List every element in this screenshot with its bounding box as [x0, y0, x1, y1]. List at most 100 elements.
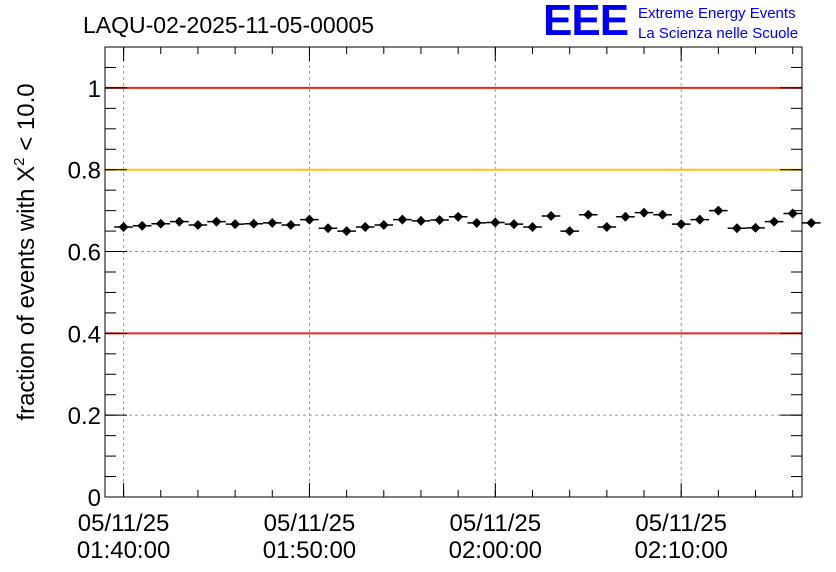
point-marker [453, 211, 464, 222]
chart-title: LAQU-02-2025-11-05-00005 [83, 12, 374, 38]
reference-lines [105, 86, 802, 335]
data-point [244, 218, 263, 229]
point-marker [211, 216, 222, 227]
data-point [653, 209, 672, 220]
point-marker [434, 215, 445, 225]
data-point [393, 214, 412, 225]
point-marker [806, 217, 817, 228]
point-marker [304, 214, 315, 225]
logo-line-1: Extreme Energy Events [638, 5, 796, 22]
data-point [114, 222, 133, 232]
eee-logo: EEE Extreme Energy Events La Scienza nel… [543, 0, 833, 46]
data-points [114, 205, 821, 237]
x-tick-date-label: 05/11/25 [78, 510, 170, 537]
y-tick-label: 0.8 [68, 158, 101, 185]
logo-line-2: La Scienza nelle Scuole [638, 25, 799, 42]
point-marker [508, 219, 519, 230]
data-point [671, 219, 691, 230]
point-marker [137, 220, 148, 231]
data-point [597, 222, 617, 232]
data-point [281, 220, 301, 230]
point-marker [527, 222, 538, 232]
point-marker [397, 214, 408, 225]
point-marker [416, 215, 426, 226]
data-point [504, 219, 524, 230]
point-marker [639, 207, 649, 218]
eee-logo-mark: EEE [543, 0, 629, 45]
point-marker [341, 226, 352, 237]
data-point [318, 223, 338, 234]
point-marker [787, 208, 798, 219]
point-marker [583, 209, 594, 220]
y-tick-label: 0.2 [68, 403, 101, 430]
tick-labels: 00.20.40.60.8105/11/2501:40:0005/11/2501… [68, 76, 728, 564]
y-tick-label: 0.6 [68, 240, 101, 267]
point-marker [378, 220, 389, 230]
x-tick-date-label: 05/11/25 [449, 510, 541, 537]
point-marker [601, 222, 612, 232]
data-point [802, 217, 821, 228]
point-marker [174, 216, 185, 227]
data-point [783, 208, 802, 219]
point-marker [267, 217, 278, 228]
point-marker [155, 218, 166, 229]
point-marker [285, 220, 296, 230]
data-point [337, 226, 356, 237]
data-point [374, 220, 394, 230]
axis-ticks [105, 46, 802, 498]
y-axis-label-superscript: 2 [11, 157, 28, 165]
y-axis-label-suffix: < 10.0 [13, 83, 40, 157]
point-marker [471, 217, 482, 228]
point-marker [248, 218, 259, 229]
y-tick-label: 0.4 [68, 321, 101, 348]
data-point [746, 222, 765, 233]
data-point [616, 211, 635, 222]
data-point [207, 216, 226, 227]
point-marker [620, 211, 631, 222]
point-marker [657, 209, 668, 220]
x-tick-date-label: 05/11/25 [264, 510, 356, 537]
x-tick-time-label: 01:50:00 [263, 537, 356, 564]
point-marker [546, 211, 557, 221]
y-axis-label-symbol: X [13, 166, 40, 182]
data-point [727, 223, 747, 234]
data-point [690, 214, 710, 225]
data-point [764, 216, 784, 227]
data-point [151, 218, 171, 229]
grid [105, 47, 802, 497]
data-point [709, 205, 728, 216]
point-marker [564, 226, 575, 237]
data-point [448, 211, 468, 222]
x-tick-date-label: 05/11/25 [635, 510, 727, 537]
point-marker [323, 223, 333, 234]
point-marker [360, 222, 371, 232]
x-tick-time-label: 01:40:00 [77, 537, 170, 564]
point-marker [192, 220, 203, 230]
point-marker [713, 205, 724, 216]
y-axis-label-prefix: fraction of events with [13, 182, 40, 421]
point-marker [750, 222, 761, 233]
data-point [300, 214, 319, 225]
data-point [541, 211, 561, 221]
data-point [170, 216, 189, 227]
data-point [486, 217, 505, 228]
data-point [225, 219, 245, 230]
data-point [132, 220, 152, 231]
data-point [355, 222, 375, 232]
point-marker [731, 223, 742, 234]
point-marker [118, 222, 129, 232]
data-point [411, 215, 431, 226]
data-point [467, 217, 487, 228]
x-tick-time-label: 02:10:00 [634, 537, 727, 564]
data-point [262, 217, 282, 228]
x-tick-time-label: 02:00:00 [449, 537, 542, 564]
data-point [430, 215, 449, 225]
y-axis-label: fraction of events with X2 < 10.0 [11, 83, 40, 420]
plot-frame [104, 46, 803, 498]
point-marker [694, 214, 705, 225]
point-marker [490, 217, 501, 228]
data-point [523, 222, 542, 232]
data-point [578, 209, 598, 220]
data-point [188, 220, 208, 230]
